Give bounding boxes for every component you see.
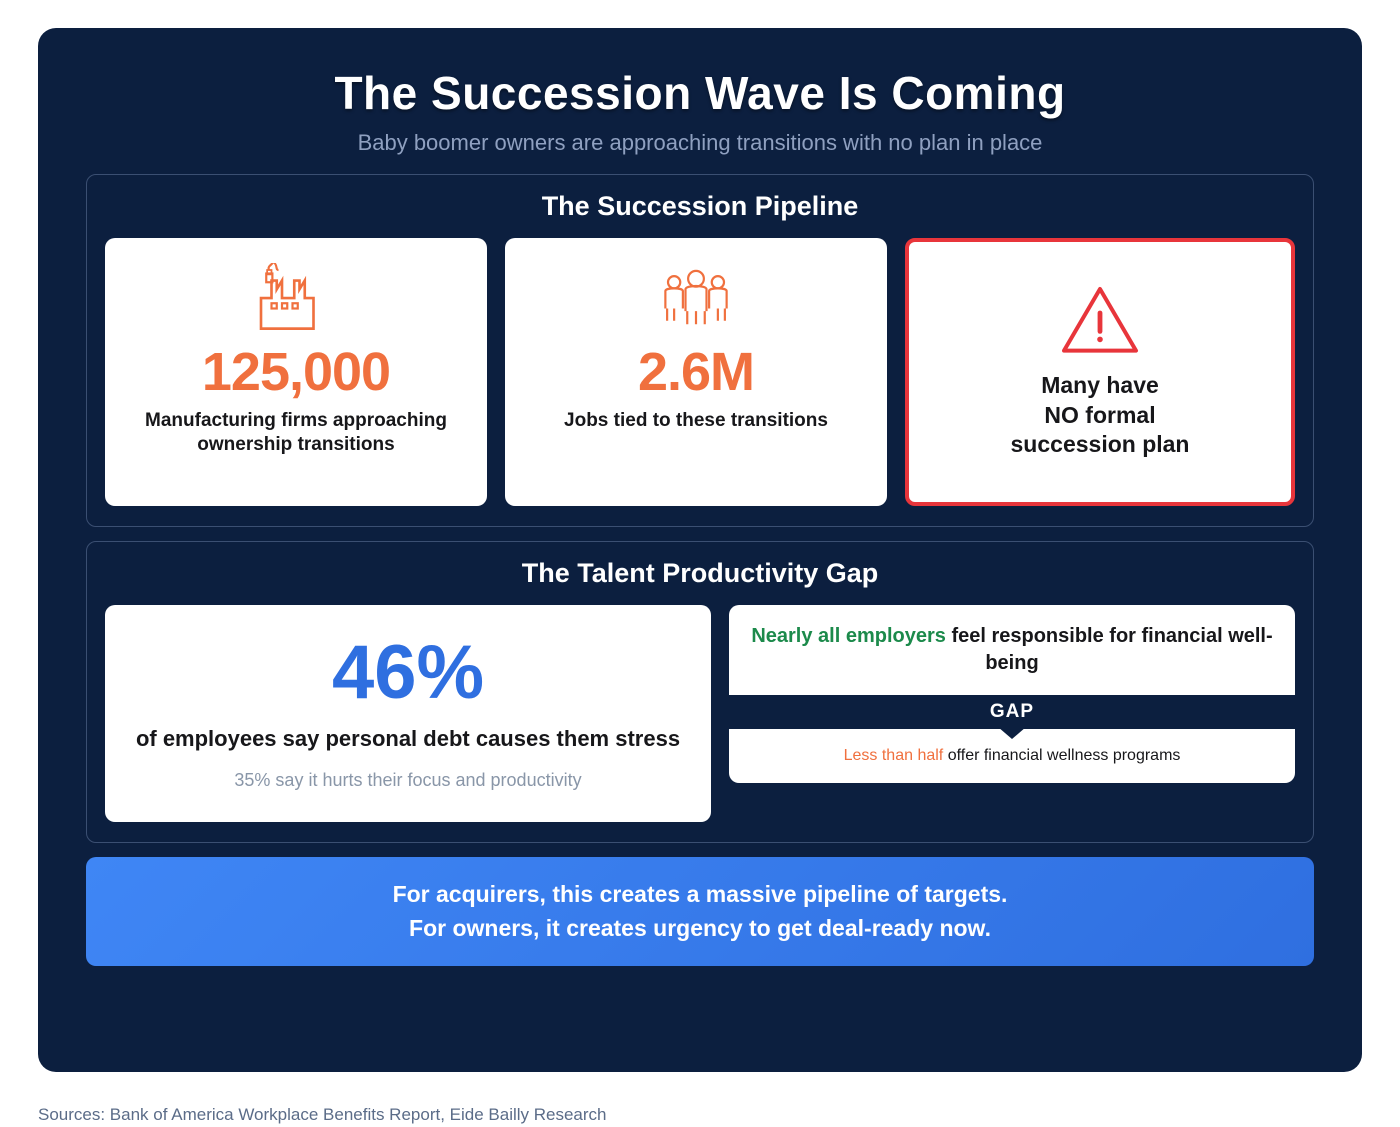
debt-stress-sub-text: 35% say it hurts their focus and product… — [234, 768, 581, 792]
debt-stress-card: 46% of employees say personal debt cause… — [105, 605, 711, 822]
people-icon — [652, 260, 740, 335]
manufacturing-firms-card: 125,000 Manufacturing firms approaching … — [105, 238, 487, 506]
employers-responsible-highlight: Nearly all employers — [751, 625, 946, 647]
gap-divider-label: GAP — [729, 695, 1295, 729]
debt-stress-stat: 46% — [332, 635, 484, 711]
jobs-tied-label: Jobs tied to these transitions — [564, 409, 828, 433]
factory-icon — [252, 260, 340, 335]
main-card: The Succession Wave Is Coming Baby boome… — [38, 28, 1362, 1072]
pipeline-card-row: 125,000 Manufacturing firms approaching … — [105, 238, 1295, 506]
employer-gap-card: Nearly all employers feel responsible fo… — [729, 605, 1295, 822]
wellness-programs-highlight: Less than half — [844, 747, 944, 764]
debt-stress-main-text: of employees say personal debt causes th… — [136, 725, 680, 754]
jobs-tied-card: 2.6M Jobs tied to these transitions — [505, 238, 887, 506]
gap-row: 46% of employees say personal debt cause… — [105, 605, 1295, 822]
page-title: The Succession Wave Is Coming — [86, 66, 1314, 120]
infographic-canvas: The Succession Wave Is Coming Baby boome… — [0, 0, 1400, 1127]
call-to-action-banner: For acquirers, this creates a massive pi… — [86, 857, 1314, 966]
jobs-tied-stat: 2.6M — [638, 345, 754, 399]
talent-gap-title: The Talent Productivity Gap — [105, 558, 1295, 589]
manufacturing-firms-label: Manufacturing firms approaching ownershi… — [119, 409, 473, 457]
employers-responsible-box: Nearly all employers feel responsible fo… — [729, 605, 1295, 695]
no-succession-plan-card: Many have NO formal succession plan — [905, 238, 1295, 506]
header-section: The Succession Wave Is Coming Baby boome… — [86, 66, 1314, 156]
succession-pipeline-title: The Succession Pipeline — [105, 191, 1295, 222]
banner-line1: For acquirers, this creates a massive pi… — [116, 877, 1284, 912]
manufacturing-firms-stat: 125,000 — [202, 345, 390, 399]
banner-line2: For owners, it creates urgency to get de… — [116, 911, 1284, 946]
sources-footer: Sources: Bank of America Workplace Benef… — [38, 1105, 607, 1125]
succession-pipeline-panel: The Succession Pipeline — [86, 174, 1314, 527]
no-succession-plan-label: Many have NO formal succession plan — [1011, 371, 1190, 461]
talent-gap-panel: The Talent Productivity Gap 46% of emplo… — [86, 541, 1314, 843]
warning-icon — [1060, 284, 1140, 359]
page-subtitle: Baby boomer owners are approaching trans… — [86, 130, 1314, 156]
